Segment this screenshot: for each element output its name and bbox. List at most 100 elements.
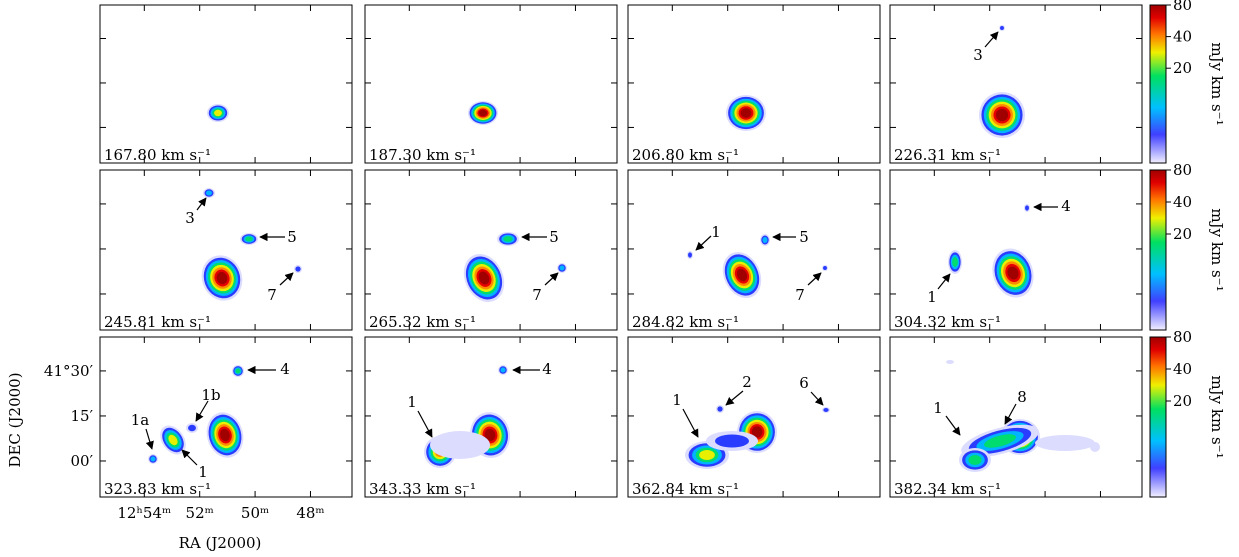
emission — [762, 237, 768, 243]
velocity-label: 206.80 km s⁻¹ — [632, 146, 739, 164]
colorbar-label: mJy km s⁻¹ — [1208, 208, 1226, 291]
panel-background — [890, 337, 1142, 497]
y-tick-label: 41°30′ — [44, 362, 94, 380]
y-tick-label: 00′ — [71, 452, 94, 470]
emission — [295, 266, 301, 272]
emission — [430, 431, 490, 459]
source-label: 1 — [711, 223, 721, 241]
source-label: 1a — [131, 411, 150, 429]
emission — [983, 434, 1017, 448]
x-axis-label: RA (J2000) — [179, 534, 262, 552]
emission — [220, 428, 230, 442]
y-tick-label: 15′ — [71, 407, 94, 425]
source-label: 1 — [933, 399, 943, 417]
x-tick-label: 48ᵐ — [296, 504, 324, 522]
panel-background — [890, 5, 1142, 163]
emission — [699, 450, 715, 460]
panel-frame — [364, 169, 618, 331]
emission — [206, 190, 212, 196]
velocity-label: 284.82 km s⁻¹ — [632, 313, 739, 331]
panel: 187.30 km s⁻¹ — [364, 4, 618, 164]
y-axis-label: DEC (J2000) — [6, 372, 24, 467]
emission — [216, 271, 228, 285]
source-label: 7 — [532, 286, 542, 304]
panel-frame — [99, 336, 353, 498]
source-label: 3 — [185, 209, 195, 227]
source-label: 7 — [795, 286, 805, 304]
arrow — [695, 235, 712, 251]
panel: 206.80 km s⁻¹ — [627, 4, 881, 164]
emission — [235, 368, 241, 374]
emission — [736, 268, 748, 282]
panel-frame — [364, 336, 618, 498]
velocity-label: 167.80 km s⁻¹ — [104, 146, 211, 164]
colorbar-label: mJy km s⁻¹ — [1208, 42, 1226, 125]
emission — [715, 434, 749, 448]
colorbar-tick-label: 20 — [1173, 59, 1192, 77]
panel-frame — [627, 169, 881, 331]
emission — [740, 108, 752, 118]
arrow — [810, 391, 824, 406]
panel-frame — [889, 4, 1143, 164]
arrow — [807, 272, 822, 286]
panel: 382.34 km s⁻¹ 1 8 — [889, 336, 1143, 498]
source-label: 4 — [280, 360, 290, 378]
emission — [478, 109, 488, 117]
emission — [1025, 205, 1029, 211]
source-label: 6 — [799, 374, 809, 392]
emission — [150, 456, 156, 462]
panel: 167.80 km s⁻¹ — [99, 4, 353, 164]
colorbar-tick-label: 80 — [1173, 0, 1192, 14]
emission — [478, 271, 490, 285]
velocity-label: 382.34 km s⁻¹ — [894, 480, 1001, 498]
arrow — [544, 272, 559, 286]
source-label: 5 — [287, 228, 297, 246]
colorbar-tick-label: 80 — [1173, 161, 1192, 179]
emission — [1035, 435, 1095, 451]
emission — [500, 367, 506, 373]
panel-frame — [99, 169, 353, 331]
arrow — [196, 197, 207, 211]
panel-frame — [889, 169, 1143, 331]
panel: 304.32 km s⁻¹ 4 1 — [889, 169, 1143, 331]
panel-frame — [627, 336, 881, 498]
arrow — [984, 31, 999, 48]
emission — [503, 236, 513, 242]
velocity-label: 343.33 km s⁻¹ — [369, 480, 476, 498]
colorbar — [1149, 169, 1167, 331]
panel: 284.82 km s⁻¹ 1 5 7 — [627, 169, 881, 331]
emission — [823, 408, 829, 412]
emission — [968, 455, 982, 465]
colorbar-tick-label: 40 — [1173, 360, 1192, 378]
emission — [245, 236, 253, 242]
emission — [484, 428, 496, 442]
panel: 12ʰ54ᵐ 52ᵐ 50ᵐ 48ᵐ 41°30′ 15′ 00′ 323.83 km s⁻¹… — [44, 336, 353, 522]
colorbar — [1149, 4, 1167, 164]
emission — [823, 266, 827, 270]
velocity-label: 323.83 km s⁻¹ — [104, 480, 211, 498]
x-tick-label: 50ᵐ — [241, 504, 269, 522]
velocity-label: 187.30 km s⁻¹ — [369, 146, 476, 164]
emission — [214, 109, 222, 117]
panel: 245.81 km s⁻¹ 3 5 7 — [99, 169, 353, 331]
panel: 343.33 km s⁻¹ 4 1 — [364, 336, 618, 498]
panel: 226.31 km s⁻¹ 3 — [889, 4, 1143, 164]
emission — [688, 252, 692, 258]
source-label: 1 — [672, 391, 682, 409]
colorbar — [1149, 336, 1167, 498]
source-label: 3 — [973, 46, 983, 64]
colorbar-tick-label: 40 — [1173, 193, 1192, 211]
arrow — [937, 273, 951, 290]
colorbar-tick-label: 20 — [1173, 392, 1192, 410]
source-label: 1b — [201, 386, 220, 404]
source-label: 8 — [1017, 388, 1027, 406]
arrow — [279, 272, 294, 286]
source-label: 4 — [1061, 197, 1071, 215]
arrow — [181, 449, 198, 466]
source-label: 5 — [799, 228, 809, 246]
emission — [952, 257, 958, 267]
arrow — [145, 428, 154, 450]
source-label: 5 — [549, 228, 559, 246]
panel-frame — [99, 4, 353, 164]
